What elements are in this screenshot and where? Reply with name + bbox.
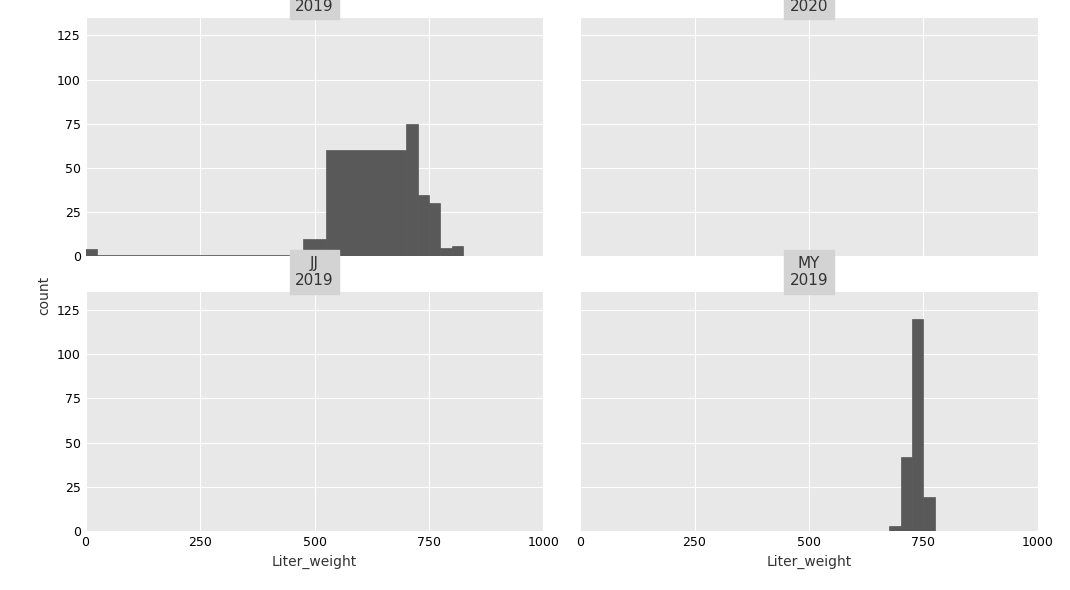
Bar — [303, 239, 326, 257]
Bar — [901, 457, 912, 531]
Bar — [326, 150, 407, 257]
Bar — [923, 497, 935, 531]
X-axis label: Liter_weight: Liter_weight — [766, 555, 852, 569]
Bar — [74, 250, 97, 257]
Bar — [452, 246, 463, 257]
Bar — [912, 319, 923, 531]
Bar — [441, 248, 452, 257]
Bar — [97, 255, 303, 257]
X-axis label: Liter_weight: Liter_weight — [272, 555, 357, 569]
Bar — [417, 195, 429, 257]
Text: count: count — [37, 276, 51, 314]
Bar — [429, 204, 441, 257]
Title: DS
2020: DS 2020 — [790, 0, 828, 14]
Title: JJ
2019: JJ 2019 — [295, 256, 334, 289]
Title: DS
2019: DS 2019 — [295, 0, 334, 14]
Title: MY
2019: MY 2019 — [790, 256, 828, 289]
Bar — [407, 124, 417, 257]
Bar — [889, 526, 901, 531]
